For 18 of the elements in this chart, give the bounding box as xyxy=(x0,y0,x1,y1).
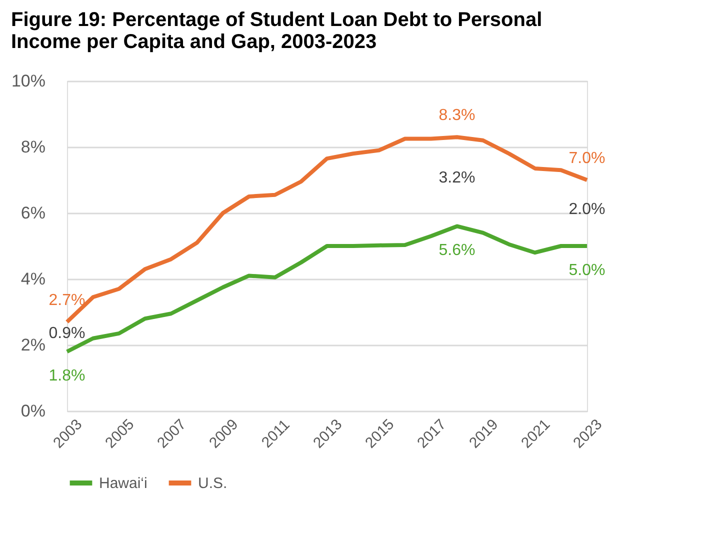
y-tick-label: 8% xyxy=(20,138,46,156)
data-label: 7.0% xyxy=(568,150,606,167)
legend-label: Hawai‘i xyxy=(99,475,148,492)
annotation: 3.2% xyxy=(438,170,476,187)
data-label: 2.7% xyxy=(48,292,86,309)
y-tick-label: 4% xyxy=(20,270,46,288)
data-label: 5.6% xyxy=(438,242,476,260)
annotation: 2.0% xyxy=(568,201,606,218)
data-label: 1.8% xyxy=(48,368,86,385)
data-label: 5.0% xyxy=(568,262,606,279)
y-tick-label: 2% xyxy=(20,336,46,354)
chart-title: Figure 19: Percentage of Student Loan Debt to Personal Income per Capita and Gap, 2003-2023 xyxy=(10,9,542,53)
y-tick-label: 6% xyxy=(20,204,46,222)
annotation: 0.9% xyxy=(48,324,86,342)
y-tick-label: 0% xyxy=(20,402,46,420)
y-tick-label: 10% xyxy=(11,72,46,90)
data-label: 8.3% xyxy=(438,107,476,124)
legend-label: U.S. xyxy=(198,475,228,492)
